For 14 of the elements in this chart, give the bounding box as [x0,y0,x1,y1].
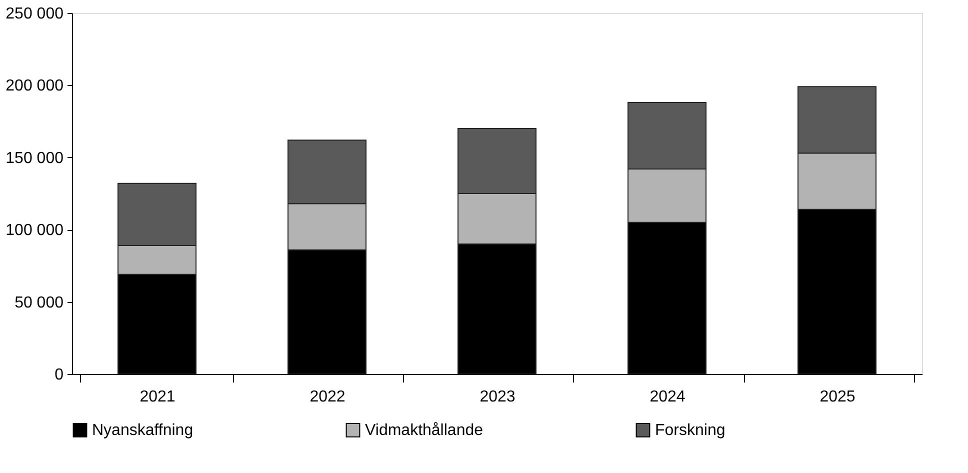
y-tick-label: 150 000 [6,150,64,167]
x-tick-label: 2023 [480,388,516,406]
x-tick-label: 2021 [140,388,176,406]
legend-label: Nyanskaffning [92,422,194,440]
legend-label: Forskning [655,422,726,440]
x-tick-label: 2025 [820,388,856,406]
y-tick-label: 200 000 [6,78,64,95]
legend-label: Vidmakthållande [365,422,484,440]
y-tick-label: 250 000 [6,6,64,22]
y-tick-label: 50 000 [14,294,64,312]
x-tick-label: 2022 [310,388,346,406]
y-tick-label: 100 000 [6,222,64,240]
x-tick-label: 2024 [650,388,686,406]
y-tick-label: 0 [54,366,64,384]
